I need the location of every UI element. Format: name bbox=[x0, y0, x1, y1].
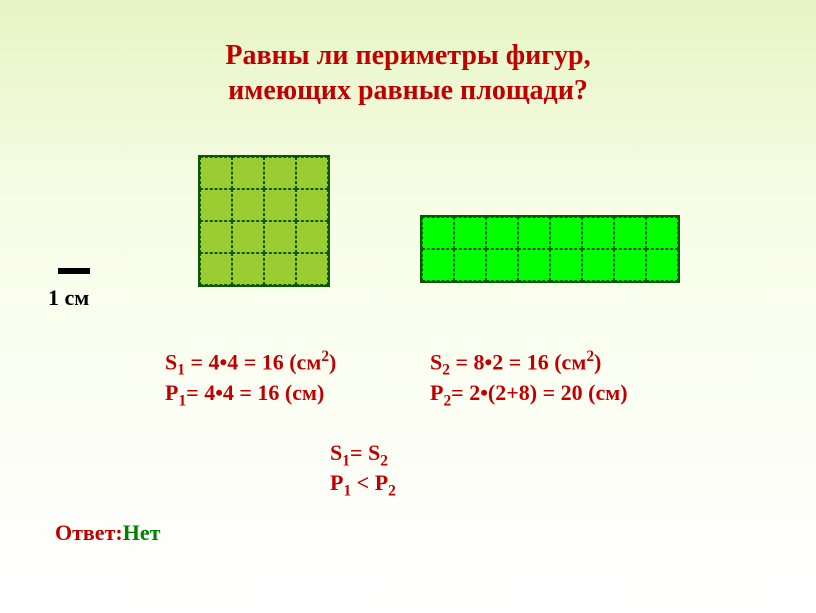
grid-cell bbox=[518, 217, 550, 249]
calc2-area: S2 = 8•2 = 16 (см2) bbox=[430, 348, 628, 380]
grid-cell bbox=[264, 221, 296, 253]
calc1-perimeter: P1= 4•4 = 16 (см) bbox=[165, 380, 336, 410]
answer-value: Нет bbox=[123, 520, 161, 545]
grid-cell bbox=[264, 157, 296, 189]
comparison: S1= S2 P1 < P2 bbox=[330, 440, 396, 501]
grid-cell bbox=[296, 157, 328, 189]
grid-cell bbox=[550, 249, 582, 281]
scale-bar bbox=[58, 268, 90, 274]
grid-cell bbox=[232, 221, 264, 253]
figure-1 bbox=[198, 155, 330, 287]
grid-cell bbox=[200, 221, 232, 253]
grid-cell bbox=[454, 249, 486, 281]
title-line1: Равны ли периметры фигур, bbox=[225, 40, 590, 71]
calc2-perimeter: P2= 2•(2+8) = 20 (см) bbox=[430, 380, 628, 410]
grid-cell bbox=[200, 253, 232, 285]
grid-cell bbox=[232, 157, 264, 189]
compare-area: S1= S2 bbox=[330, 440, 396, 470]
answer: Ответ:Нет bbox=[55, 520, 160, 546]
grid-cell bbox=[296, 189, 328, 221]
figure-2 bbox=[420, 215, 680, 283]
grid-cell bbox=[518, 249, 550, 281]
grid-cell bbox=[454, 217, 486, 249]
grid-cell bbox=[264, 189, 296, 221]
scale-label: 1 см bbox=[48, 285, 89, 311]
calc1-area: S1 = 4•4 = 16 (см2) bbox=[165, 348, 336, 380]
grid-cell bbox=[550, 217, 582, 249]
grid-cell bbox=[264, 253, 296, 285]
grid-cell bbox=[422, 249, 454, 281]
title-line2: имеющих равные площади? bbox=[228, 75, 588, 106]
slide-title: Равны ли периметры фигур, имеющих равные… bbox=[0, 38, 816, 108]
grid-cell bbox=[200, 157, 232, 189]
grid-cell bbox=[232, 189, 264, 221]
grid-cell bbox=[200, 189, 232, 221]
grid-cell bbox=[646, 249, 678, 281]
grid-cell bbox=[614, 249, 646, 281]
answer-label: Ответ: bbox=[55, 520, 123, 545]
calc-figure-1: S1 = 4•4 = 16 (см2) P1= 4•4 = 16 (см) bbox=[165, 348, 336, 410]
grid-cell bbox=[486, 249, 518, 281]
grid-cell bbox=[646, 217, 678, 249]
grid-cell bbox=[296, 221, 328, 253]
grid-cell bbox=[232, 253, 264, 285]
grid-cell bbox=[422, 217, 454, 249]
grid-cell bbox=[296, 253, 328, 285]
grid-cell bbox=[614, 217, 646, 249]
compare-perimeter: P1 < P2 bbox=[330, 470, 396, 500]
grid-cell bbox=[582, 217, 614, 249]
grid-cell bbox=[582, 249, 614, 281]
calc-figure-2: S2 = 8•2 = 16 (см2) P2= 2•(2+8) = 20 (см… bbox=[430, 348, 628, 410]
grid-cell bbox=[486, 217, 518, 249]
